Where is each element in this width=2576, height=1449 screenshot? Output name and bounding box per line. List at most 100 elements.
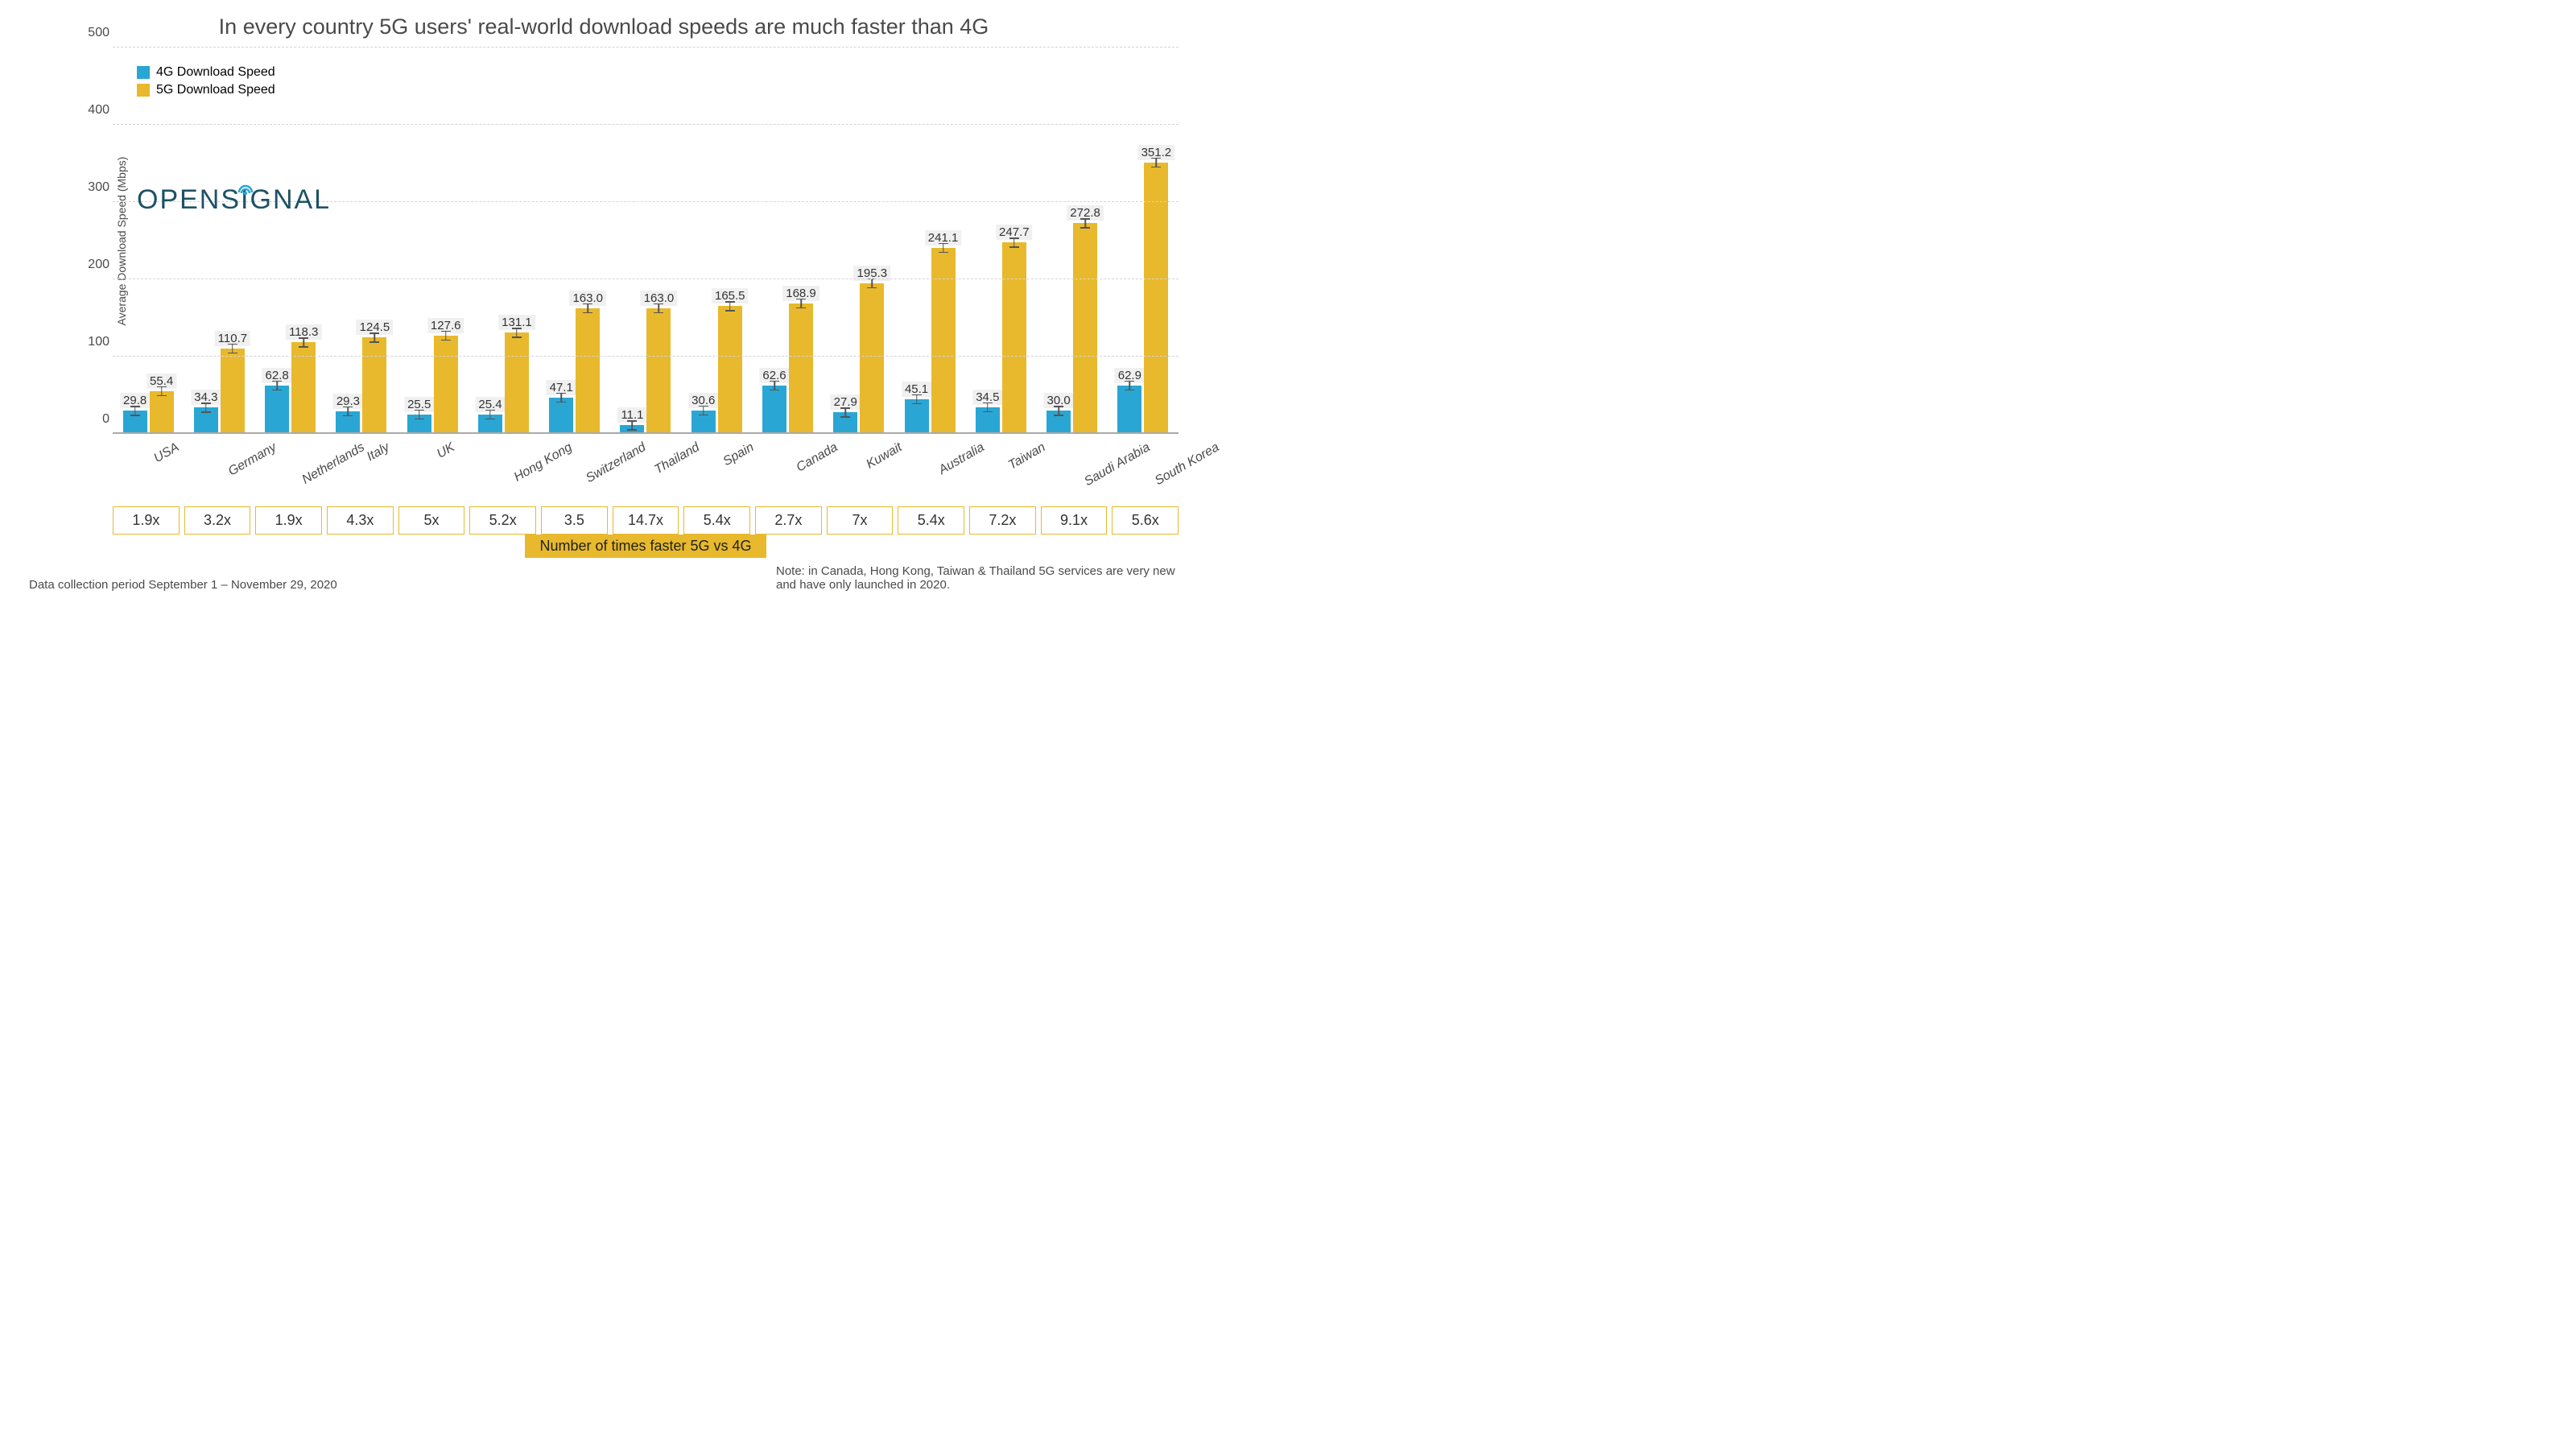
x-label-cell: Kuwait <box>824 434 894 490</box>
bar-5g: 131.1 <box>505 332 529 434</box>
x-label-cell: Taiwan <box>965 434 1036 490</box>
error-bar-icon <box>343 407 353 416</box>
bar-4g: 25.4 <box>478 415 502 434</box>
legend-item-5g: 5G Download Speed <box>137 83 275 97</box>
x-label-cell: Switzerland <box>539 434 610 490</box>
bar-5g: 124.5 <box>362 337 386 434</box>
bar-4g: 29.3 <box>336 411 360 434</box>
error-bar-icon <box>1125 381 1134 390</box>
logo-text-part2: GNAL <box>250 184 332 216</box>
multiplier-cell: 5x <box>398 506 465 535</box>
legend-item-4g: 4G Download Speed <box>137 65 275 80</box>
bar-4g: 62.9 <box>1117 386 1141 434</box>
bar-4g: 47.1 <box>549 398 573 434</box>
multiplier-cell: 14.7x <box>613 506 679 535</box>
x-label-cell: Canada <box>752 434 823 490</box>
error-bar-icon <box>912 394 922 404</box>
multiplier-cell: 4.3x <box>327 506 394 535</box>
y-tick: 500 <box>77 26 109 40</box>
error-bar-icon <box>654 303 663 313</box>
country-group: 34.5247.7 <box>965 47 1036 434</box>
bar-5g: 241.1 <box>931 248 956 434</box>
error-bar-icon <box>512 328 522 337</box>
gridline <box>113 356 1179 357</box>
x-axis-country-label: Italy <box>365 440 392 464</box>
bar-4g: 30.0 <box>1046 411 1071 434</box>
country-group: 25.5127.6 <box>397 47 468 434</box>
y-tick: 100 <box>77 335 109 349</box>
error-bar-icon <box>983 402 993 412</box>
x-axis-country-label: USA <box>152 440 182 466</box>
bar-4g: 29.8 <box>123 411 147 434</box>
country-group: 11.1163.0 <box>610 47 681 434</box>
bar-4g: 30.6 <box>691 411 716 434</box>
error-bar-icon <box>1151 158 1161 167</box>
error-bar-icon <box>627 420 637 430</box>
country-group: 34.3110.7 <box>184 47 254 434</box>
multiplier-cell: 7x <box>827 506 894 535</box>
country-group: 29.855.4 <box>113 47 184 434</box>
multiplier-cell: 5.2x <box>469 506 536 535</box>
multiplier-cell: 3.2x <box>184 506 251 535</box>
bar-5g: 163.0 <box>576 308 600 434</box>
logo-text-part1: OPENS <box>137 184 241 216</box>
multiplier-cell: 1.9x <box>113 506 180 535</box>
country-group: 45.1241.1 <box>894 47 965 434</box>
country-group: 29.3124.5 <box>326 47 397 434</box>
footer-left: Data collection period September 1 – Nov… <box>29 578 337 592</box>
legend-swatch-5g-icon <box>137 84 150 97</box>
country-group: 62.6168.9 <box>752 47 823 434</box>
error-bar-icon <box>939 243 948 253</box>
bar-5g: 195.3 <box>860 283 884 434</box>
multiplier-cell: 5.4x <box>898 506 964 535</box>
logo-i-icon: I <box>241 184 250 216</box>
chart-plot-wrapper: Average Download Speed (Mbps) 4G Downloa… <box>77 47 1179 506</box>
bar-5g: 272.8 <box>1073 223 1097 434</box>
gridline <box>113 124 1179 125</box>
multiplier-cell: 9.1x <box>1041 506 1108 535</box>
error-bar-icon <box>840 407 850 417</box>
multiplier-caption-row: Number of times faster 5G vs 4G <box>113 535 1179 558</box>
legend-label-4g: 4G Download Speed <box>156 65 275 80</box>
error-bar-icon <box>796 299 806 308</box>
x-label-cell: Australia <box>894 434 965 490</box>
plot-area: 4G Download Speed 5G Download Speed OPEN… <box>113 47 1179 434</box>
country-group: 62.9351.2 <box>1108 47 1179 434</box>
error-bar-icon <box>441 331 451 341</box>
bar-4g: 34.3 <box>194 407 218 434</box>
x-axis-labels: USAGermanyNetherlandsItalyUKHong KongSwi… <box>113 434 1179 490</box>
bar-5g: 163.0 <box>646 308 671 434</box>
error-bar-icon <box>369 332 379 342</box>
y-tick: 200 <box>77 258 109 272</box>
multiplier-cell: 5.4x <box>683 506 750 535</box>
country-group: 25.4131.1 <box>468 47 539 434</box>
x-label-cell: Spain <box>681 434 752 490</box>
bar-4g: 45.1 <box>905 399 929 434</box>
x-label-cell: Thailand <box>610 434 681 490</box>
chart-container: In every country 5G users' real-world do… <box>0 0 1208 679</box>
error-bar-icon <box>867 279 877 288</box>
error-bar-icon <box>1080 218 1090 228</box>
error-bar-icon <box>201 402 211 412</box>
error-bar-icon <box>228 344 237 353</box>
error-bar-icon <box>583 303 592 313</box>
error-bar-icon <box>415 410 424 419</box>
bars-layer: 29.855.434.3110.762.8118.329.3124.525.51… <box>113 47 1179 434</box>
multiplier-caption: Number of times faster 5G vs 4G <box>525 535 766 558</box>
x-label-cell: Saudi Arabia <box>1036 434 1107 490</box>
error-bar-icon <box>130 406 140 415</box>
bar-5g: 351.2 <box>1144 163 1168 434</box>
x-axis-country-label: South Korea <box>1153 440 1222 489</box>
x-label-cell: Hong Kong <box>468 434 539 490</box>
footer-right: Note: in Canada, Hong Kong, Taiwan & Tha… <box>776 564 1179 592</box>
bar-5g: 168.9 <box>789 303 813 434</box>
error-bar-icon <box>556 393 566 402</box>
error-bar-icon <box>725 301 735 311</box>
error-bar-icon <box>1009 237 1019 247</box>
legend-swatch-4g-icon <box>137 66 150 79</box>
bar-4g: 62.8 <box>265 386 289 434</box>
bar-4g: 25.5 <box>407 415 431 434</box>
bar-4g: 34.5 <box>976 407 1000 434</box>
error-bar-icon <box>699 406 708 415</box>
bar-4g: 62.6 <box>762 386 786 434</box>
